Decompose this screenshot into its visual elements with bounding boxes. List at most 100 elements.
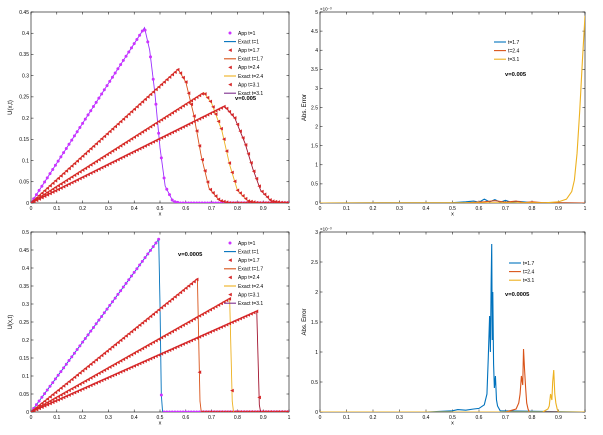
- data-point: [206, 201, 210, 203]
- data-point: [56, 159, 60, 163]
- data-point: [189, 318, 194, 323]
- data-point: [189, 201, 193, 203]
- data-point: [154, 338, 158, 343]
- x-tick-label: 0.9: [555, 415, 562, 421]
- data-point: [241, 136, 245, 140]
- data-point: [162, 303, 166, 308]
- data-point: [265, 410, 270, 412]
- data-point: [56, 373, 60, 377]
- data-point: [48, 183, 52, 188]
- data-point: [243, 410, 248, 412]
- data-point: [148, 124, 153, 129]
- data-point: [222, 324, 226, 328]
- data-point: [184, 321, 188, 326]
- data-point: [97, 371, 101, 376]
- data-point: [37, 188, 41, 192]
- data-point: [42, 399, 47, 403]
- data-point: [260, 189, 264, 194]
- data-point: [224, 200, 229, 203]
- legend-label: t=1.7: [523, 261, 534, 267]
- y-tick-label: 1: [315, 163, 318, 169]
- data-point: [232, 319, 237, 323]
- data-point: [154, 102, 158, 106]
- x-tick-label: 0.1: [53, 415, 60, 421]
- data-point: [48, 384, 52, 388]
- data-point: [262, 192, 267, 197]
- data-point: [181, 201, 185, 203]
- data-point: [208, 187, 213, 192]
- data-point: [151, 90, 156, 94]
- data-point: [45, 190, 50, 195]
- data-point: [108, 79, 112, 83]
- data-point: [251, 410, 256, 412]
- legend-label: App t=1: [238, 241, 256, 247]
- x-tick-label: 0.4: [131, 415, 138, 421]
- data-point: [145, 142, 150, 147]
- y-tick-label: 0: [26, 410, 29, 416]
- data-point: [97, 318, 101, 322]
- data-point: [230, 388, 234, 393]
- data-point: [222, 410, 226, 412]
- y-tick-label: 0.5: [311, 182, 318, 188]
- data-point: [143, 28, 147, 32]
- data-point: [200, 115, 204, 120]
- data-point: [178, 324, 183, 329]
- data-point: [137, 146, 142, 151]
- data-point: [205, 180, 210, 184]
- data-point: [64, 178, 69, 183]
- data-point: [254, 309, 259, 314]
- data-point: [287, 411, 289, 412]
- data-point: [42, 404, 47, 408]
- data-point: [246, 313, 251, 317]
- data-point: [59, 174, 63, 178]
- data-point: [184, 201, 188, 203]
- data-point: [197, 410, 201, 412]
- data-point: [56, 388, 60, 393]
- data-point: [156, 337, 161, 341]
- data-point: [67, 166, 71, 171]
- data-point: [143, 359, 147, 363]
- data-point: [260, 410, 264, 412]
- data-point: [126, 331, 131, 336]
- x-tick-label: 0.8: [529, 415, 536, 421]
- data-point: [75, 389, 79, 394]
- data-point: [164, 114, 169, 119]
- legend: App t=1 Exact t=1 App t=1.7 Exact t=1.7 App …: [224, 31, 263, 97]
- data-point: [53, 185, 58, 190]
- data-point: [284, 410, 289, 412]
- data-point: [178, 343, 183, 348]
- data-point: [230, 113, 234, 117]
- legend-marker: [228, 292, 232, 297]
- data-point: [219, 126, 223, 131]
- data-point: [80, 380, 85, 385]
- data-point: [211, 201, 215, 203]
- data-point: [50, 400, 55, 405]
- data-point: [227, 109, 232, 114]
- data-point: [40, 191, 44, 195]
- y-tick-label: 2: [315, 124, 318, 130]
- data-point: [262, 201, 267, 203]
- data-point: [189, 338, 194, 343]
- series-line-3: [320, 15, 585, 203]
- data-point: [113, 362, 117, 366]
- data-point: [227, 297, 232, 301]
- data-point: [108, 303, 112, 307]
- data-point: [97, 139, 101, 144]
- data-point: [129, 365, 134, 369]
- y-tick-label: 1: [315, 350, 318, 356]
- data-point: [265, 195, 270, 199]
- data-point: [227, 410, 232, 412]
- data-point: [94, 381, 98, 385]
- data-point: [162, 350, 166, 355]
- data-point: [67, 388, 71, 393]
- x-axis-label: x: [159, 421, 162, 427]
- data-point: [102, 154, 107, 158]
- data-point: [270, 199, 275, 203]
- data-point: [154, 87, 158, 92]
- data-point: [238, 191, 242, 195]
- data-point: [126, 112, 131, 116]
- plot-area: [31, 26, 289, 203]
- data-point: [187, 410, 191, 412]
- x-tick-label: 0.7: [502, 206, 509, 212]
